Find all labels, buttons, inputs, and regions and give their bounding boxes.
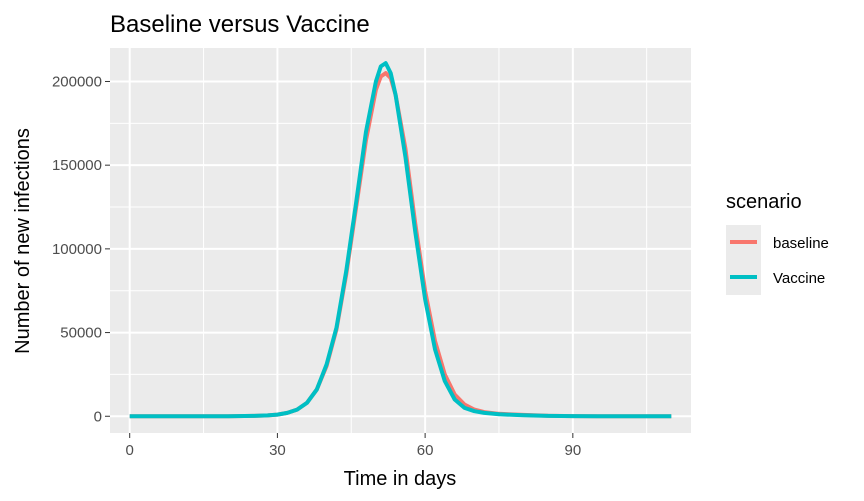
chart-title: Baseline versus Vaccine [110, 11, 370, 38]
plot-panel [110, 48, 691, 433]
legend-label-baseline: baseline [773, 235, 829, 252]
y-tick-label: 100000 [52, 241, 102, 258]
series-line-vaccine [129, 61, 672, 419]
x-tick-label: 0 [126, 442, 134, 459]
y-tick-label: 0 [94, 408, 102, 425]
x-tick-label: 30 [269, 442, 286, 459]
y-tick-label: 50000 [60, 325, 102, 342]
x-axis-title: Time in days [344, 468, 457, 490]
x-tick-label: 90 [564, 442, 581, 459]
y-tick-label: 200000 [52, 73, 102, 90]
y-axis-title: Number of new infections [12, 128, 34, 354]
legend-label-vaccine: Vaccine [773, 270, 825, 287]
x-tick-label: 60 [417, 442, 434, 459]
minor-grid [110, 48, 691, 433]
legend: scenario baseline Vaccine [726, 191, 829, 295]
series-lines [129, 61, 672, 419]
axis-ticks: 0 30 60 90 0 50000 100000 150000 200000 [52, 73, 581, 459]
legend-title: scenario [726, 191, 802, 213]
y-tick-label: 150000 [52, 157, 102, 174]
